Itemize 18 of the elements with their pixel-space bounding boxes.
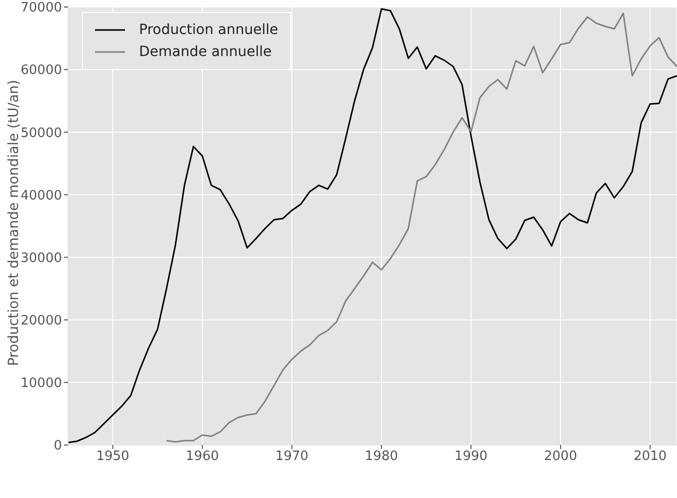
legend-label: Production annuelle (139, 22, 278, 38)
y-tick-label: 60000 (20, 63, 62, 78)
x-tick-label: 1970 (275, 449, 308, 464)
x-tick-label: 1950 (96, 449, 130, 464)
x-tick-label: 2010 (634, 449, 667, 464)
legend-label: Demande annuelle (139, 44, 272, 60)
x-tick-label: 1990 (454, 449, 488, 464)
y-tick-label: 10000 (20, 376, 62, 392)
x-tick-label: 1980 (364, 449, 398, 464)
y-tick-label: 70000 (20, 0, 62, 16)
y-tick-label: 0 (54, 438, 62, 454)
y-tick-label: 30000 (20, 250, 62, 266)
x-tick-label: 1960 (186, 449, 219, 464)
y-axis-title: Production et demande mondiale (tU/an) (6, 80, 22, 366)
y-tick-label: 40000 (20, 188, 62, 204)
y-tick-label: 20000 (20, 313, 62, 328)
y-tick-label: 50000 (20, 126, 62, 141)
x-tick-label: 2000 (544, 449, 578, 464)
